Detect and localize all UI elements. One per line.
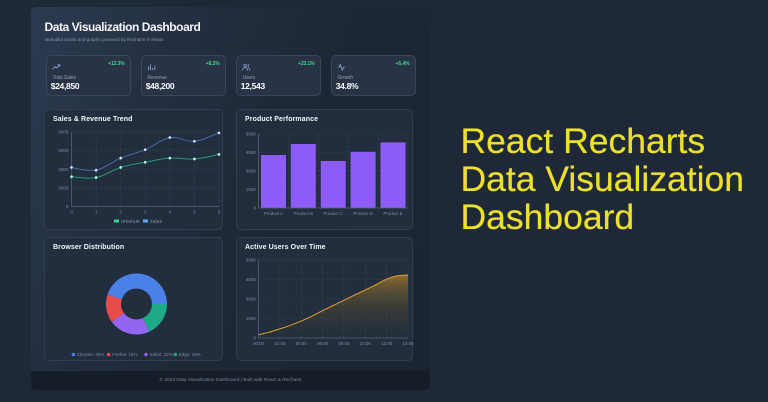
svg-text:8000: 8000: [58, 130, 69, 135]
svg-text:Chrome: 45%: Chrome: 45%: [77, 352, 105, 357]
svg-text:Product C: Product C: [323, 211, 343, 216]
svg-text:08:00: 08:00: [338, 341, 350, 346]
svg-text:0: 0: [66, 204, 69, 209]
svg-text:3000: 3000: [246, 169, 257, 174]
svg-text:2: 2: [119, 210, 122, 215]
svg-text:10:00: 10:00: [360, 341, 372, 346]
svg-text:1: 1: [95, 210, 98, 215]
svg-text:6000: 6000: [246, 257, 257, 262]
svg-text:Product E: Product E: [383, 211, 402, 216]
svg-text:06:00: 06:00: [317, 341, 329, 346]
svg-text:Product B: Product B: [294, 211, 313, 216]
svg-text:04:00: 04:00: [296, 341, 308, 346]
svg-text:4500: 4500: [246, 277, 257, 282]
svg-text:Safari: 22%: Safari: 22%: [150, 352, 173, 357]
svg-text:revenue: revenue: [121, 219, 140, 225]
svg-text:14:00: 14:00: [403, 341, 415, 346]
svg-text:sales: sales: [150, 219, 163, 225]
svg-text:6: 6: [218, 210, 221, 215]
svg-text:12:00: 12:00: [381, 341, 393, 346]
svg-text:0: 0: [253, 335, 256, 340]
svg-text:Product A: Product A: [264, 211, 283, 216]
svg-text:6000: 6000: [246, 132, 257, 137]
svg-text:3: 3: [144, 210, 147, 215]
svg-text:02:00: 02:00: [274, 341, 286, 346]
svg-text:5: 5: [193, 210, 196, 215]
svg-text:Firefox: 15%: Firefox: 15%: [112, 352, 137, 357]
svg-text:4: 4: [169, 210, 172, 215]
svg-text:2000: 2000: [58, 186, 69, 191]
svg-text:4500: 4500: [246, 150, 257, 155]
svg-text:1500: 1500: [246, 316, 257, 321]
svg-text:3000: 3000: [246, 296, 257, 301]
svg-text:0: 0: [253, 206, 256, 211]
svg-text:00:00: 00:00: [253, 341, 265, 346]
svg-text:Edge: 18%: Edge: 18%: [179, 352, 201, 357]
svg-text:0: 0: [70, 210, 73, 215]
svg-text:6000: 6000: [58, 148, 69, 153]
svg-text:1500: 1500: [246, 187, 257, 192]
svg-text:4000: 4000: [58, 167, 69, 172]
svg-text:Product D: Product D: [353, 211, 373, 216]
